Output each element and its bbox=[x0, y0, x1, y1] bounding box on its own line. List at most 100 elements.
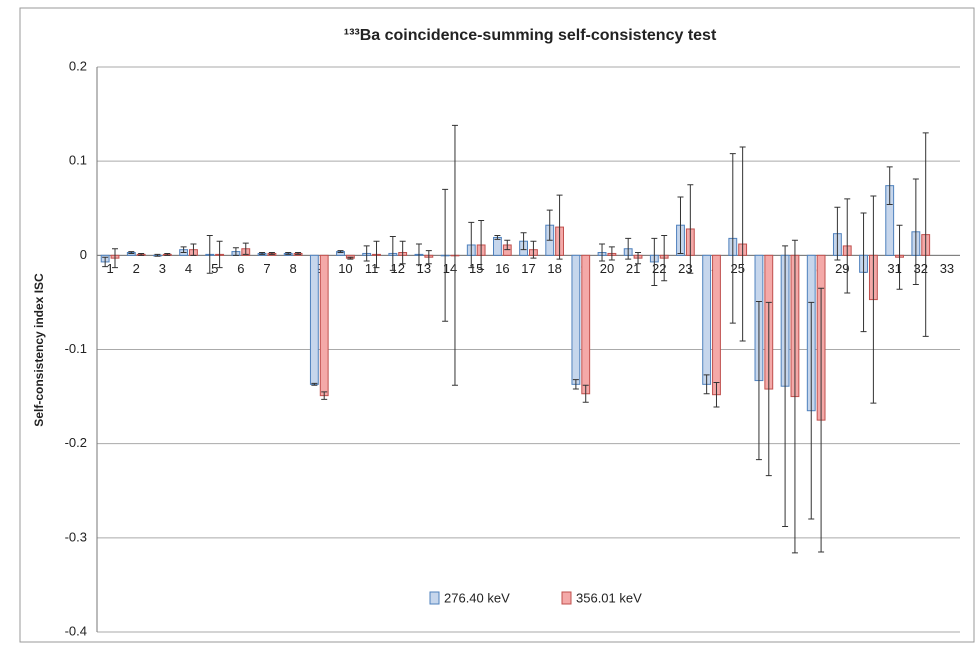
y-tick-label: -0.2 bbox=[65, 435, 87, 450]
x-tick-label: 4 bbox=[185, 261, 192, 276]
error-bar bbox=[442, 188, 449, 322]
error-bar bbox=[373, 240, 380, 269]
error-bar bbox=[912, 178, 919, 286]
error-bar bbox=[661, 235, 668, 282]
x-tick-label: 18 bbox=[547, 261, 561, 276]
error-bar bbox=[808, 301, 815, 520]
error-bar bbox=[216, 240, 223, 269]
error-bar bbox=[896, 224, 903, 290]
error-bar bbox=[546, 209, 553, 241]
error-bar bbox=[425, 250, 432, 265]
legend-swatch bbox=[561, 591, 572, 605]
error-bar bbox=[242, 242, 249, 255]
error-bar bbox=[860, 212, 867, 333]
error-bar bbox=[818, 287, 825, 553]
y-tick-label: 0.1 bbox=[69, 153, 87, 168]
x-tick-label: 32 bbox=[914, 261, 928, 276]
x-tick-label: 15 bbox=[469, 261, 483, 276]
x-tick-label: 22 bbox=[652, 261, 666, 276]
x-tick-label: 20 bbox=[600, 261, 614, 276]
error-bar bbox=[190, 243, 197, 256]
error-bar bbox=[111, 248, 118, 269]
error-bar bbox=[285, 252, 292, 255]
error-bar bbox=[530, 240, 537, 259]
error-bar bbox=[206, 235, 213, 274]
error-bar bbox=[154, 253, 161, 257]
error-bar bbox=[765, 301, 772, 477]
x-tick-label: 11 bbox=[365, 261, 379, 276]
error-bar bbox=[713, 381, 720, 408]
error-bar bbox=[755, 300, 762, 461]
bar bbox=[319, 254, 329, 397]
error-bar bbox=[389, 236, 396, 271]
error-bar bbox=[687, 184, 694, 274]
error-bar bbox=[337, 250, 344, 254]
x-tick-label: 12 bbox=[391, 261, 405, 276]
error-bar bbox=[520, 232, 527, 251]
error-bar bbox=[259, 252, 266, 255]
x-tick-label: 23 bbox=[678, 261, 692, 276]
chart-frame bbox=[19, 7, 975, 643]
error-bar bbox=[834, 206, 841, 261]
error-bar bbox=[415, 243, 422, 266]
y-axis-label: Self-consistency index ISC bbox=[32, 273, 46, 427]
y-tick-label: 0 bbox=[80, 247, 87, 262]
bar bbox=[581, 254, 591, 395]
bar bbox=[493, 236, 502, 256]
error-bar bbox=[468, 221, 475, 269]
error-bar bbox=[608, 246, 615, 261]
y-tick-label: -0.3 bbox=[65, 529, 87, 544]
error-bar bbox=[556, 194, 563, 260]
error-bar bbox=[582, 384, 589, 403]
error-bar bbox=[102, 256, 109, 268]
x-tick-label: 1 bbox=[106, 261, 113, 276]
error-bar bbox=[729, 153, 736, 324]
error-bar bbox=[347, 256, 354, 260]
error-bar bbox=[321, 391, 328, 400]
error-bar bbox=[677, 196, 684, 254]
bar bbox=[309, 254, 319, 385]
error-bar bbox=[782, 245, 789, 528]
x-tick-label: 10 bbox=[338, 261, 352, 276]
x-tick-label: 7 bbox=[263, 261, 270, 276]
legend-swatch bbox=[429, 591, 440, 605]
x-tick-label: 17 bbox=[521, 261, 535, 276]
error-bar bbox=[635, 252, 642, 265]
x-tick-label: 25 bbox=[730, 261, 744, 276]
error-bar bbox=[138, 252, 145, 256]
x-tick-label: 31 bbox=[887, 261, 901, 276]
error-bar bbox=[268, 252, 275, 255]
x-tick-label: 8 bbox=[290, 261, 297, 276]
error-bar bbox=[791, 239, 798, 554]
bar bbox=[571, 254, 581, 385]
error-bar bbox=[128, 251, 135, 254]
y-tick-label: -0.4 bbox=[65, 623, 87, 638]
error-bar bbox=[363, 245, 370, 262]
x-tick-label: 33 bbox=[940, 261, 954, 276]
x-tick-label: 16 bbox=[495, 261, 509, 276]
error-bar bbox=[478, 219, 485, 270]
error-bar bbox=[739, 146, 746, 342]
x-tick-label: 6 bbox=[237, 261, 244, 276]
error-bar bbox=[311, 382, 318, 386]
error-bar bbox=[651, 237, 658, 286]
error-bar bbox=[399, 240, 406, 265]
x-tick-label: 29 bbox=[835, 261, 849, 276]
legend-label: 356.01 keV bbox=[576, 590, 642, 605]
x-tick-label: 21 bbox=[626, 261, 640, 276]
x-tick-label: 5 bbox=[211, 261, 218, 276]
error-bar bbox=[451, 124, 458, 386]
error-bar bbox=[625, 237, 632, 260]
x-tick-label: 9 bbox=[316, 261, 323, 276]
error-bar bbox=[886, 166, 893, 205]
legend-label: 276.40 keV bbox=[444, 590, 510, 605]
x-tick-label: 3 bbox=[159, 261, 166, 276]
error-bar bbox=[504, 239, 511, 251]
error-bar bbox=[599, 243, 606, 262]
error-bar bbox=[922, 132, 929, 337]
x-tick-label: 2 bbox=[133, 261, 140, 276]
error-bar bbox=[572, 379, 579, 390]
y-tick-label: 0.2 bbox=[69, 58, 87, 73]
